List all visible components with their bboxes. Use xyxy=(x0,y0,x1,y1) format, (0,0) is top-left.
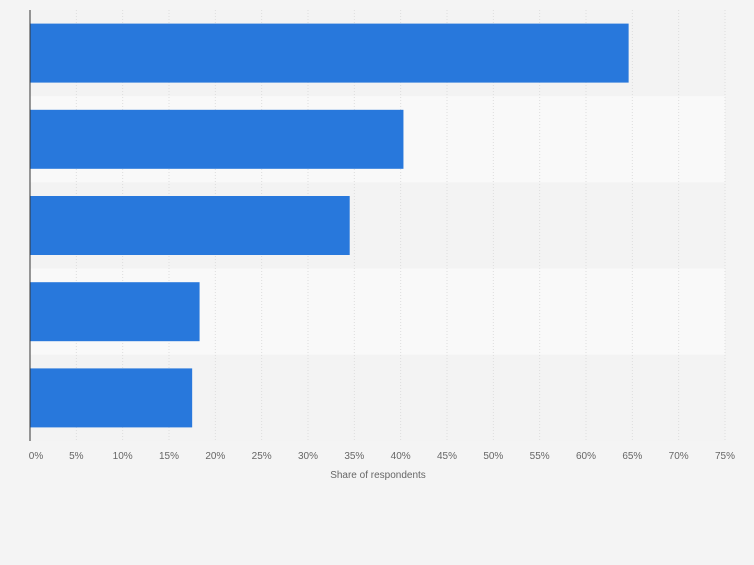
bar xyxy=(30,282,200,342)
x-tick-label: 25% xyxy=(252,451,272,462)
bar xyxy=(30,23,629,83)
bar xyxy=(30,368,193,428)
x-axis-title: Share of respondents xyxy=(330,470,426,481)
x-tick-label: 65% xyxy=(622,451,642,462)
x-tick-label: 60% xyxy=(576,451,596,462)
x-tick-label: 0% xyxy=(29,451,44,462)
bars xyxy=(30,23,629,428)
x-tick-label: 10% xyxy=(113,451,133,462)
x-tick-label: 20% xyxy=(205,451,225,462)
x-tick-label: 5% xyxy=(69,451,84,462)
bar xyxy=(30,196,350,255)
x-tick-label: 70% xyxy=(669,451,689,462)
x-tick-label: 15% xyxy=(159,451,179,462)
x-tick-label: 55% xyxy=(530,451,550,462)
x-tick-label: 50% xyxy=(483,451,503,462)
x-axis-tick-labels: 0% 5% 10% 15% 20% 25% 30% 35% 40% 45% 50% 55% 60% 65%… xyxy=(29,451,735,462)
x-tick-label: 30% xyxy=(298,451,318,462)
x-tick-label: 40% xyxy=(391,451,411,462)
x-tick-label: 75% xyxy=(715,451,735,462)
x-tick-label: 45% xyxy=(437,451,457,462)
bar xyxy=(30,109,404,169)
x-tick-label: 35% xyxy=(344,451,364,462)
